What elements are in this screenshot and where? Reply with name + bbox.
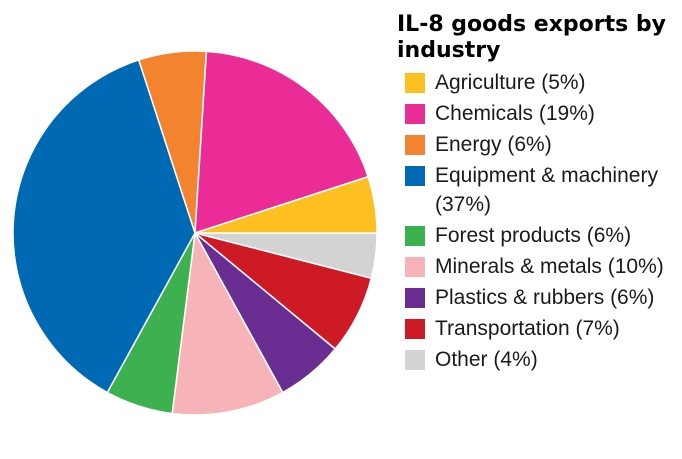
legend-swatch [405, 166, 425, 186]
legend-label: Equipment & machinery (37%) [435, 164, 658, 216]
legend-swatch [405, 257, 425, 277]
pie-slice-chemicals [194, 50, 369, 234]
legend-label: Minerals & metals (10%) [435, 255, 664, 278]
legend-item: Transportation (7%) [405, 314, 677, 343]
legend: Agriculture (5%) Chemicals (19%) Energy (6… [405, 68, 677, 376]
legend-swatch [405, 319, 425, 339]
legend-label: Plastics & rubbers (6%) [435, 286, 655, 309]
legend-item: Minerals & metals (10%) [405, 252, 677, 281]
legend-swatch [405, 104, 425, 124]
legend-label: Transportation (7%) [435, 317, 620, 340]
legend-swatch [405, 350, 425, 370]
chart-title: IL-8 goods exports by industry [397, 12, 666, 63]
legend-item: Forest products (6%) [405, 221, 677, 250]
pie-slice-equipment-machinery [12, 59, 196, 394]
legend-item: Plastics & rubbers (6%) [405, 283, 677, 312]
pie-chart [12, 50, 378, 416]
legend-item: Energy (6%) [405, 130, 677, 159]
legend-swatch [405, 288, 425, 308]
legend-label: Chemicals (19%) [435, 102, 595, 125]
legend-item: Equipment & machinery (37%) [405, 161, 677, 219]
legend-label: Agriculture (5%) [435, 71, 586, 94]
legend-swatch [405, 135, 425, 155]
legend-item: Chemicals (19%) [405, 99, 677, 128]
legend-label: Other (4%) [435, 348, 538, 371]
pie-slice-agriculture [194, 176, 378, 234]
legend-swatch [405, 73, 425, 93]
legend-item: Agriculture (5%) [405, 68, 677, 97]
legend-label: Energy (6%) [435, 133, 552, 156]
legend-label: Forest products (6%) [435, 224, 632, 247]
pie-slice-minerals-metals [171, 232, 284, 416]
legend-item: Other (4%) [405, 345, 677, 374]
legend-swatch [405, 226, 425, 246]
